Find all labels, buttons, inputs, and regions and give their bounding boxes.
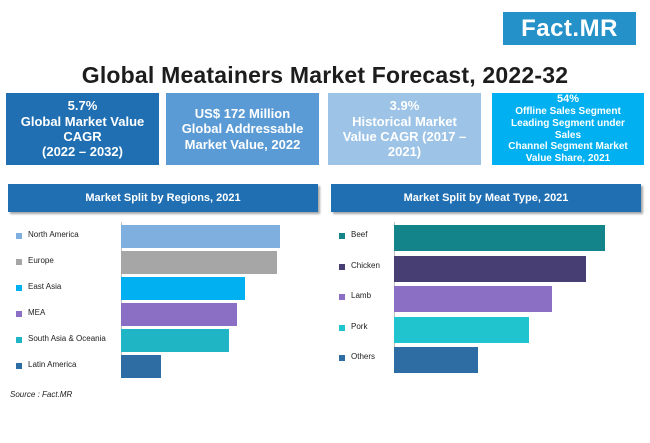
kpi-line: CAGR [63,129,102,144]
bar-others [394,347,479,373]
bar-east-asia [121,277,246,300]
kpi-card-historical-cagr: 3.9% Historical Market Value CAGR (2017 … [328,93,481,165]
kpi-line: Channel Segment Market [508,141,628,153]
legend-swatch [16,259,22,265]
category-label: MEA [28,308,46,317]
chart-row: Chicken [331,255,641,282]
category-label: Europe [28,256,54,265]
legend-swatch [339,233,345,239]
bar-mea [121,303,238,326]
bar-chicken [394,255,586,282]
kpi-line: Value CAGR (2017 – [342,129,467,144]
kpi-line: (2022 – 2032) [42,144,123,160]
meat-type-chart-title: Market Split by Meat Type, 2021 [331,184,641,212]
kpi-line: Historical Market [352,113,457,129]
legend-swatch [339,263,345,270]
kpi-line: 54% [556,93,580,106]
kpi-line: 2021) [387,144,422,160]
category-label: South Asia & Oceania [28,334,106,343]
bar-north-america [121,225,280,248]
kpi-line: 3.9% [389,98,420,114]
legend-swatch [16,311,22,317]
chart-row: East Asia [8,277,318,301]
kpi-line: US$ 172 Million [194,106,291,121]
chart-row: Others [331,347,641,373]
kpi-line: Leading Segment under Sales [511,117,625,141]
source-note: Source : Fact.MR [10,390,73,399]
bar-pork [394,316,530,343]
kpi-card-market-value: US$ 172 Million Global Addressable Marke… [166,93,319,165]
category-label: Lamb [351,291,372,300]
category-label: Chicken [351,260,380,270]
legend-swatch [339,324,345,331]
legend-swatch [16,233,22,239]
bar-europe [121,251,277,274]
chart-row: MEA [8,303,318,327]
kpi-card-cagr: 5.7% Global Market Value CAGR (2022 – 20… [6,93,159,165]
chart-row: Latin America [8,355,318,379]
category-label: Beef [351,230,368,239]
chart-row: Pork [331,316,641,343]
chart-row: Lamb [331,286,641,312]
regions-bar-chart: North America Europe East Asia MEA South Asi… [8,218,318,380]
kpi-line: 5.7% [67,98,98,114]
chart-row: North America [8,225,318,249]
legend-swatch [16,363,22,369]
meat-type-bar-chart: Beef Chicken Lamb Pork Others [331,218,641,380]
fact-mr-logo: Fact.MR [503,12,636,45]
kpi-line: Global Market Value [20,113,145,129]
category-label: Others [351,352,376,361]
chart-row: South Asia & Oceania [8,329,318,353]
legend-swatch [339,294,345,300]
kpi-line: Offline Sales Segment [515,106,621,117]
kpi-line: Global Addressable [181,121,304,137]
legend-swatch [16,285,22,291]
bar-beef [394,225,605,251]
kpi-line: Value Share, 2021 [525,153,611,165]
kpi-line: Market Value, 2022 [184,136,301,152]
category-label: East Asia [28,282,62,291]
regions-chart-title: Market Split by Regions, 2021 [8,184,318,212]
legend-swatch [339,355,345,361]
category-label: Latin America [28,360,77,369]
bar-latin-america [121,355,161,378]
category-label: North America [28,230,79,239]
bar-south-asia-oceania [121,329,230,352]
chart-row: Beef [331,225,641,251]
legend-swatch [16,337,22,343]
kpi-card-offline-sales: 54% Offline Sales Segment Leading Segmen… [492,93,644,165]
bar-lamb [394,286,553,312]
page-title: Global Meatainers Market Forecast, 2022-… [81,62,569,88]
chart-row: Europe [8,251,318,275]
category-label: Pork [351,321,368,331]
